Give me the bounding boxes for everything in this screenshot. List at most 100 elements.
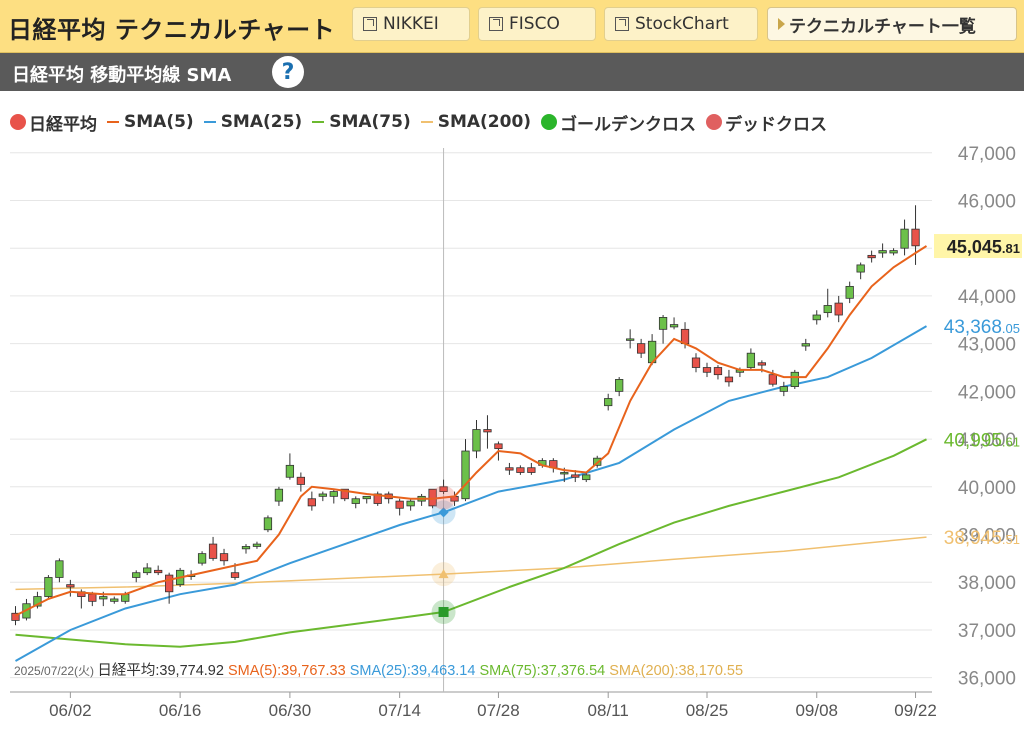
candlestick (285, 453, 295, 480)
help-icon[interactable]: ? (272, 56, 304, 88)
y-tick-label: 43,000 (958, 335, 1016, 356)
candlestick (626, 329, 635, 349)
x-tick-label: 09/22 (894, 701, 937, 720)
candlestick (812, 310, 821, 325)
series-last-value: 38,945.51 (944, 528, 1020, 549)
legend-item[interactable]: SMA(25) (203, 112, 303, 132)
candle-body (757, 362, 767, 366)
candlestick (143, 563, 152, 576)
candle-body (406, 500, 415, 507)
candle-highlight-halo (431, 485, 456, 510)
legend-label: SMA(75) (329, 112, 411, 132)
y-tick-label: 46,000 (958, 191, 1016, 212)
candlestick (274, 486, 284, 506)
candlestick (132, 570, 141, 583)
candle-body (340, 488, 349, 500)
x-tick-label: 09/08 (795, 701, 838, 720)
legend-item[interactable]: デッドクロス (706, 110, 827, 135)
x-tick-label: 07/28 (477, 701, 520, 720)
app-title: 日経平均 テクニカルチャート (8, 16, 336, 44)
candlestick (252, 541, 262, 549)
candlestick (713, 365, 723, 380)
candle-body (911, 228, 920, 247)
candlestick (55, 558, 64, 583)
candle-body (900, 228, 909, 249)
candle-body (143, 567, 152, 574)
legend-item[interactable]: SMA(75) (312, 112, 411, 132)
candle-body (263, 517, 273, 531)
candle-body (307, 498, 316, 507)
link-stockchart[interactable]: StockChart (604, 7, 758, 41)
candlestick (472, 420, 481, 459)
legend-label: SMA(5) (124, 112, 194, 132)
sma-line-sma75 (15, 438, 927, 648)
link-fisco-label: FISCO (509, 14, 560, 34)
candle-body (604, 398, 613, 407)
candle-body (230, 572, 240, 578)
candle-body (472, 429, 481, 452)
legend-label: SMA(25) (220, 112, 303, 132)
legend-item[interactable]: 日経平均 (10, 110, 97, 135)
link-fisco[interactable]: FISCO (478, 7, 596, 41)
candlestick (461, 439, 470, 502)
candle-body (889, 250, 898, 254)
candle-body (154, 569, 163, 574)
link-stockchart-label: StockChart (635, 14, 729, 34)
candle-body (55, 560, 64, 578)
candle-body (132, 572, 141, 578)
candlestick (669, 317, 679, 330)
candle-body (241, 546, 251, 550)
candle-body (867, 254, 876, 259)
legend-label: SMA(200) (437, 112, 532, 132)
legend-item[interactable]: SMA(5) (107, 112, 194, 132)
candlestick (856, 262, 865, 280)
candlestick (417, 493, 426, 506)
legend-item[interactable]: SMA(200) (420, 112, 532, 132)
x-tick-label: 08/11 (588, 701, 629, 720)
candlestick (779, 381, 788, 397)
legend-label: デッドクロス (725, 114, 828, 135)
x-tick-label: 08/25 (686, 701, 729, 720)
candle-body (296, 476, 306, 485)
candlestick (636, 338, 646, 358)
candle-body (461, 450, 470, 500)
candlestick (351, 496, 360, 509)
candle-body (658, 317, 668, 330)
last-price-box (934, 234, 1022, 259)
candle-body (99, 596, 108, 600)
y-tick-label: 40,000 (958, 478, 1016, 499)
candlestick (801, 338, 810, 351)
candlestick (516, 465, 525, 475)
candle-body (197, 553, 207, 564)
legend-item[interactable]: ゴールデンクロス (541, 110, 696, 135)
candle-body (494, 443, 503, 450)
link-nikkei[interactable]: NIKKEI (352, 7, 470, 41)
candle-body (856, 264, 865, 273)
candle-body (44, 577, 53, 597)
y-tick-label: 44,000 (958, 287, 1016, 308)
candle-body (516, 467, 525, 473)
candle-body (285, 464, 295, 478)
candle-body (373, 493, 382, 504)
candle-body (274, 488, 284, 502)
chart-list-button[interactable]: テクニカルチャート一覧 (767, 7, 1017, 41)
candlestick (889, 248, 898, 256)
candlestick (845, 281, 854, 304)
external-link-icon (363, 17, 377, 31)
candle-body (505, 467, 514, 471)
legend-line-icon (107, 121, 119, 123)
candle-body (878, 250, 887, 254)
candle-body (801, 343, 810, 347)
candlestick (878, 243, 887, 258)
candlestick (615, 377, 624, 397)
diamond-marker-icon (438, 507, 449, 518)
chart-list-label: テクニカルチャート一覧 (789, 16, 976, 37)
chart-legend: 日経平均 SMA(5) SMA(25) SMA(75) SMA(200) ゴールデンクロス… (10, 108, 837, 136)
candlestick (834, 295, 843, 323)
candle-body (823, 305, 832, 314)
series-last-value: 45,045.81 (947, 237, 1020, 257)
candle-body (779, 386, 788, 392)
candlestick (790, 369, 799, 389)
square-marker-icon (438, 606, 449, 617)
candle-body (626, 338, 635, 341)
